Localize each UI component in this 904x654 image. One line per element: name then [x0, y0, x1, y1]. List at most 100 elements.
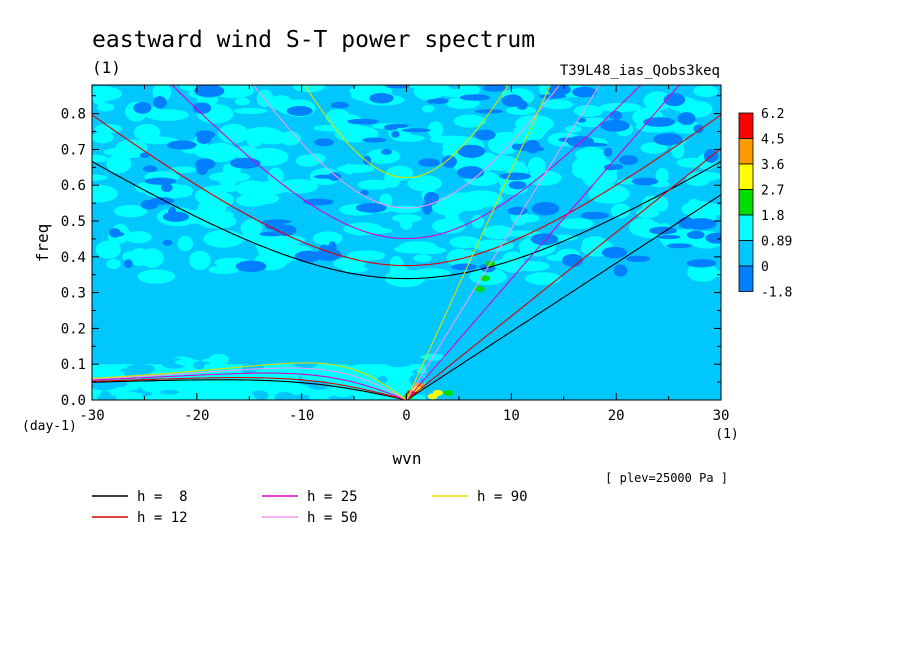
- spectrum-patch: [527, 156, 546, 175]
- y-tick-label: 0.6: [61, 178, 86, 194]
- spectrum-patch: [162, 211, 189, 222]
- spectrum-patch: [389, 255, 404, 272]
- experiment-label: T39L48_ias_Qobs3keq: [560, 63, 720, 79]
- spectrum-patch: [518, 214, 540, 223]
- colorbar-label: -1.8: [761, 286, 792, 301]
- y-tick-label: 0.1: [61, 357, 86, 373]
- spectrum-patch: [686, 259, 717, 268]
- spectrum-patch: [236, 194, 268, 207]
- spectrum-peak: [443, 389, 454, 396]
- spectrum-patch: [366, 148, 401, 164]
- spectrum-patch: [482, 225, 514, 240]
- legend-label: h = 8: [137, 489, 188, 505]
- legend-label: h = 25: [307, 489, 358, 505]
- spectrum-patch: [137, 269, 176, 284]
- y-axis-unit: (day-1): [22, 419, 77, 434]
- y-axis-label: freq: [33, 224, 52, 263]
- spectrum-patch: [446, 248, 472, 268]
- spectrum-patch: [138, 136, 178, 145]
- colorbar-label: 0: [761, 260, 769, 275]
- spectrum-patch: [429, 135, 472, 144]
- spectrum-patch: [357, 179, 391, 190]
- spectrum-patch: [512, 161, 526, 170]
- dispersion-curve-h8-kelvin: [406, 194, 721, 400]
- spectrum-patch: [333, 257, 366, 270]
- spectrum-patch: [140, 381, 164, 393]
- spectrum-patch: [577, 117, 587, 123]
- spectrum-patch: [162, 239, 173, 246]
- spectrum-patch: [384, 85, 411, 89]
- spectrum-patch: [686, 198, 702, 217]
- spectrum-patch: [192, 102, 212, 114]
- spectrum-patch: [657, 235, 681, 240]
- colorbar-swatch: [738, 112, 754, 139]
- legend-label: h = 12: [137, 510, 188, 526]
- spectrum-patch: [457, 144, 486, 158]
- y-axis: 0.0 0.1 0.2 0.3 0.4 0.5 0.6 0.7 0.8: [61, 95, 721, 409]
- spectrum-patch: [142, 165, 158, 173]
- spectrum-patch: [562, 253, 584, 267]
- spectrum-patch: [542, 99, 574, 110]
- y-tick-label: 0.7: [61, 142, 86, 158]
- colorbar-label: 3.6: [761, 158, 784, 173]
- spectrum-patch: [279, 179, 318, 194]
- spectrum-patch: [202, 358, 222, 363]
- spectrum-patch: [286, 105, 313, 117]
- spectrum-patch: [600, 119, 630, 132]
- spectrum-patch: [294, 250, 322, 263]
- spectrum-patch: [426, 99, 437, 104]
- spectrum-patch: [95, 240, 121, 259]
- y-tick-label: 0.3: [61, 286, 86, 302]
- y-tick-label: 0.4: [61, 250, 86, 266]
- spectrum-patch: [92, 86, 123, 102]
- spectrum-patch: [203, 142, 238, 163]
- spectrum-patch: [655, 167, 669, 184]
- spectrum-patch: [314, 248, 342, 261]
- spectrum-patch: [189, 250, 211, 271]
- spectrum-peak: [432, 389, 443, 396]
- spectrum-patch: [133, 102, 152, 114]
- spectrum-patch: [474, 129, 496, 141]
- spectrum-patch: [564, 125, 582, 133]
- spectrum-patch: [96, 103, 115, 112]
- y-tick-label: 0.5: [61, 214, 86, 230]
- dispersion-curve-h50-ig1: [252, 85, 561, 209]
- spectrum-patch: [459, 94, 490, 101]
- spectrum-patch: [362, 137, 387, 143]
- x-tick-label: 30: [713, 408, 730, 424]
- y-tick-label: 0.0: [61, 393, 86, 409]
- spectrum-patch: [167, 140, 197, 150]
- spectrum-patch: [391, 214, 422, 223]
- spectrum-patch: [265, 255, 293, 265]
- spectrum-patch: [603, 147, 613, 157]
- spectrum-patch: [573, 105, 604, 117]
- spectrum-patch: [374, 354, 405, 365]
- spectrum-patch: [240, 219, 263, 237]
- spectrum-patch: [345, 359, 358, 366]
- dispersion-curve-h50-kelvin: [406, 85, 601, 400]
- spectrum-patch: [456, 166, 485, 179]
- spectrum-patch: [195, 158, 216, 170]
- spectrum-patch: [671, 140, 685, 159]
- spectrum-patch: [505, 105, 537, 115]
- colorbar-label: 0.89: [761, 235, 792, 250]
- spectrum-patch: [508, 180, 527, 190]
- spectrum-patch: [197, 199, 227, 216]
- spectrum-patch: [119, 368, 144, 373]
- spectrum-patch: [181, 391, 201, 398]
- spectrum-patch: [686, 230, 705, 240]
- spectrum-patch: [640, 142, 668, 154]
- x-tick-label: 20: [608, 408, 625, 424]
- x-tick-label: 0: [402, 408, 410, 424]
- spectrum-patch: [429, 85, 452, 96]
- spectrum-peak: [474, 286, 485, 293]
- legend-label: h = 90: [477, 489, 528, 505]
- spectrum-patch: [293, 358, 318, 369]
- spectrum-patch: [631, 177, 659, 186]
- spectrum-patch: [192, 361, 205, 370]
- spectrum-patch: [369, 92, 394, 104]
- dispersion-curve-h25-kelvin: [406, 85, 681, 400]
- x-tick-label: -20: [184, 408, 209, 424]
- spectrum-patch: [628, 218, 658, 237]
- spectrum-patch: [389, 123, 409, 128]
